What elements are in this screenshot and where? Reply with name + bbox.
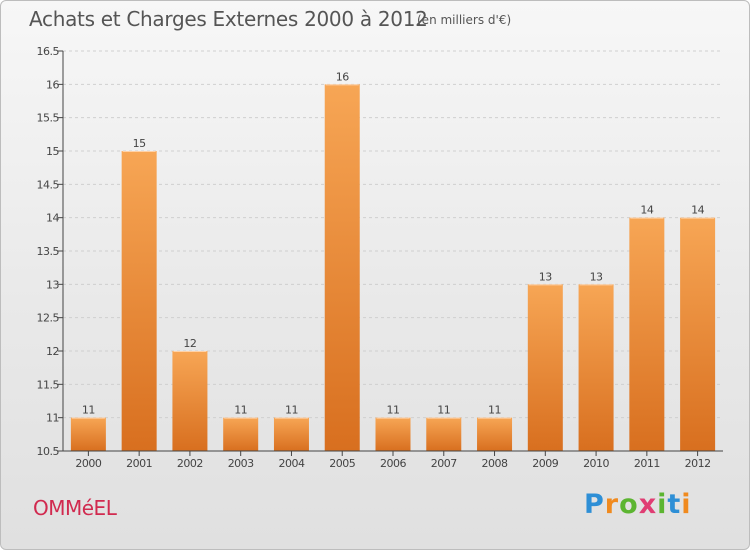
proxiti-logo[interactable]: Proxiti [584, 489, 692, 520]
y-tick-label: 14.5 [37, 178, 60, 191]
data-label: 11 [488, 404, 501, 417]
y-tick-label: 13 [46, 278, 59, 291]
bar [70, 417, 106, 451]
data-label: 13 [539, 270, 552, 283]
y-tick-label: 14 [46, 212, 59, 225]
x-tick-label: 2001 [126, 457, 152, 470]
logo-letter: t [667, 489, 682, 520]
logo-letter: P [584, 489, 605, 520]
x-tick-label: 2003 [228, 457, 254, 470]
data-label: 11 [387, 404, 400, 417]
data-label: 11 [234, 404, 247, 417]
data-label: 14 [640, 204, 653, 217]
bar [273, 417, 309, 451]
x-tick-label: 2008 [482, 457, 508, 470]
x-tick-label: 2006 [380, 457, 406, 470]
x-tick-label: 2009 [532, 457, 558, 470]
bar [121, 151, 157, 451]
bar [527, 284, 563, 451]
y-tick-label: 10.5 [37, 445, 60, 458]
x-tick-label: 2010 [583, 457, 609, 470]
x-tick-label: 2000 [75, 457, 101, 470]
bar [324, 84, 360, 451]
bar [426, 417, 462, 451]
data-label: 13 [590, 270, 603, 283]
data-label: 15 [133, 137, 146, 150]
data-label: 11 [82, 404, 95, 417]
town-name: OMMéEL [33, 496, 117, 520]
y-tick-label: 12.5 [37, 312, 60, 325]
bar [629, 217, 665, 451]
y-tick-label: 15 [46, 145, 59, 158]
x-tick-label: 2012 [685, 457, 711, 470]
x-tick-label: 2005 [329, 457, 355, 470]
chart-title: Achats et Charges Externes 2000 à 2012 [29, 7, 428, 31]
logo-letter: x [638, 489, 658, 520]
x-tick-label: 2007 [431, 457, 457, 470]
logo-letter: i [657, 489, 668, 520]
data-label: 16 [336, 70, 349, 83]
data-label: 11 [285, 404, 298, 417]
bar [578, 284, 614, 451]
data-label: 11 [437, 404, 450, 417]
x-tick-label: 2004 [278, 457, 304, 470]
bar [680, 217, 716, 451]
y-tick-label: 11 [46, 412, 59, 425]
y-tick-label: 13.5 [37, 245, 60, 258]
y-tick-label: 11.5 [37, 378, 60, 391]
bar [375, 417, 411, 451]
logo-letter: r [604, 489, 620, 520]
x-tick-label: 2011 [634, 457, 660, 470]
y-tick-label: 15.5 [37, 112, 60, 125]
data-label: 12 [183, 337, 196, 350]
y-tick-label: 16 [46, 78, 59, 91]
data-label: 14 [691, 204, 704, 217]
y-tick-label: 16.5 [37, 45, 60, 58]
x-tick-label: 2002 [177, 457, 203, 470]
bar [477, 417, 513, 451]
bar [223, 417, 259, 451]
chart-subtitle: (en milliers d'€) [417, 13, 512, 27]
logo-letter: o [619, 489, 639, 520]
y-tick-label: 12 [46, 345, 59, 358]
bar [172, 351, 208, 451]
logo-letter: i [681, 489, 692, 520]
